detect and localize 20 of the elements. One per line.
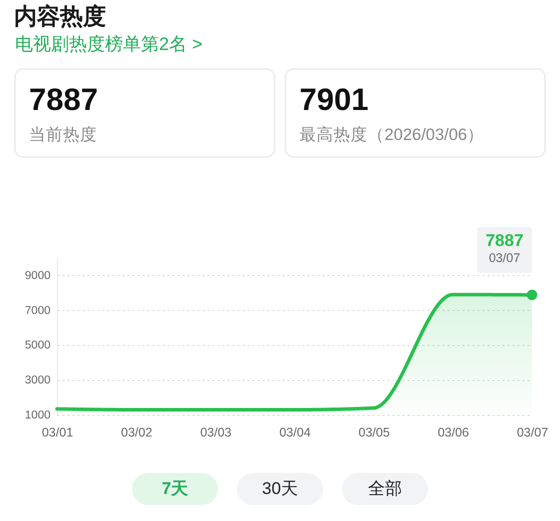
y-tick-label: 7000 — [24, 304, 50, 317]
text: 内容热度 — [14, 3, 106, 29]
x-tick-label: 03/04 — [279, 426, 311, 440]
x-tick-label: 03/05 — [358, 426, 390, 440]
text: 7887 — [29, 82, 98, 117]
text: 7901 — [300, 82, 368, 117]
x-tick-label: 03/01 — [42, 426, 74, 440]
x-tick-label: 03/06 — [438, 426, 470, 440]
y-tick-label: 9000 — [24, 270, 50, 282]
y-tick-label: 5000 — [24, 340, 50, 352]
x-tick-label: 03/07 — [516, 426, 548, 440]
text: 最高热度（2026/03/06） — [300, 125, 484, 144]
x-tick-label: 03/03 — [200, 426, 232, 440]
text: 电视剧热度榜单第2名 > — [15, 34, 203, 54]
annotation: 03/07 — [488, 250, 520, 265]
text: 7887 — [486, 230, 524, 250]
y-tick-label: 1000 — [24, 410, 50, 422]
y-tick-label: 3000 — [24, 374, 50, 387]
text: 当前热度 — [29, 125, 97, 144]
x-tick-label: 03/02 — [121, 426, 152, 440]
